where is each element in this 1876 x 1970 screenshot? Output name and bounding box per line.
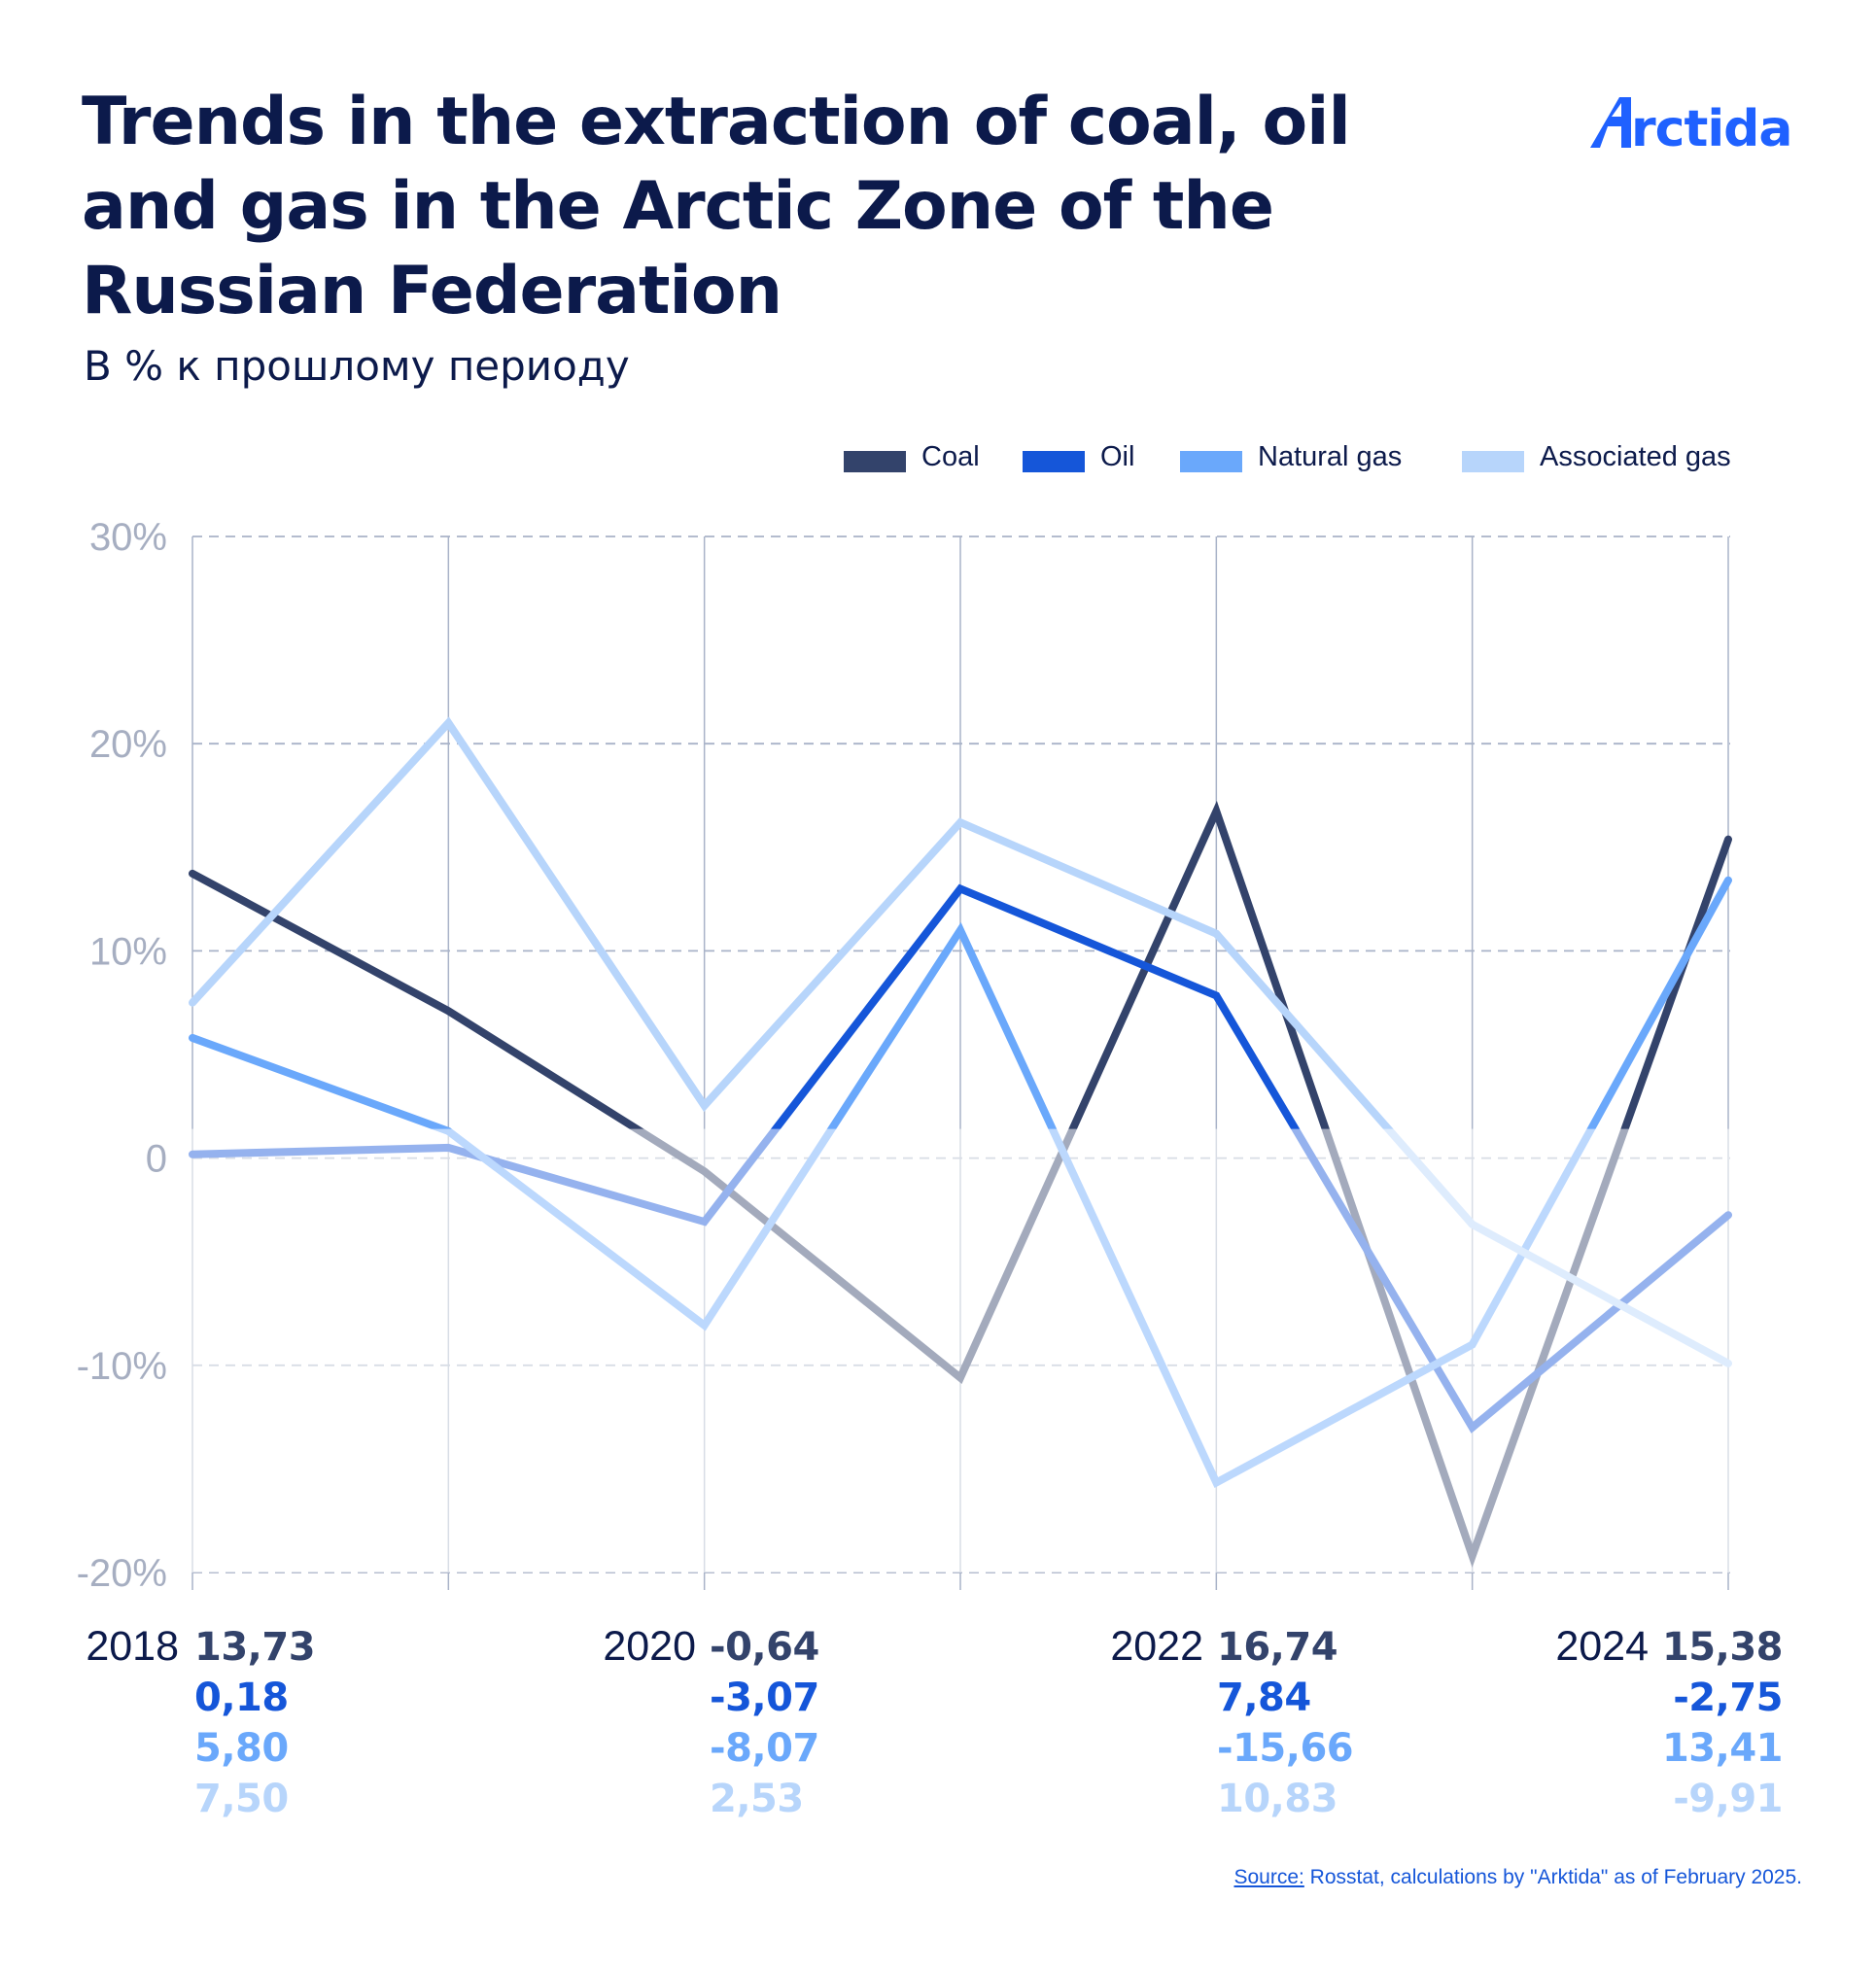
legend-swatch-associated-gas — [1462, 451, 1524, 472]
arctida-logo: rctida — [1590, 97, 1792, 154]
negative-region-fade — [185, 1128, 1740, 1573]
table-year-2024: 2024 — [1555, 1623, 1649, 1670]
table-value-2022-associated-gas: 10,83 — [1217, 1777, 1338, 1821]
y-tick-label: -20% — [77, 1552, 167, 1595]
table-value-2024-coal: 15,38 — [1661, 1625, 1784, 1670]
table-value-2020-natural-gas: -8,07 — [710, 1726, 819, 1771]
table-value-2024-oil: -2,75 — [1673, 1676, 1783, 1720]
legend-swatch-oil — [1023, 451, 1085, 472]
legend-label-natural-gas: Natural gas — [1258, 441, 1403, 472]
y-tick-label: 20% — [89, 723, 167, 766]
line-chart: 30% 20% 10% 0 -10% -20% — [77, 516, 1740, 1595]
y-tick-label: -10% — [77, 1345, 167, 1388]
source-label: Source: — [1233, 1866, 1304, 1888]
arctida-logo-wordmark: rctida — [1631, 100, 1791, 154]
y-tick-label: 30% — [89, 516, 167, 559]
table-value-2018-coal: 13,73 — [194, 1625, 316, 1670]
table-value-2018-natural-gas: 5,80 — [194, 1726, 289, 1771]
legend-label-associated-gas: Associated gas — [1540, 441, 1731, 472]
table-value-2020-associated-gas: 2,53 — [710, 1777, 804, 1821]
legend-label-oil: Oil — [1100, 441, 1135, 472]
legend-swatch-natural-gas — [1180, 451, 1242, 472]
table-value-2022-natural-gas: -15,66 — [1217, 1726, 1354, 1771]
table-value-2020-coal: -0,64 — [710, 1625, 819, 1670]
arctida-logo-mark — [1590, 97, 1631, 148]
table-value-2018-associated-gas: 7,50 — [194, 1777, 289, 1821]
table-year-2020: 2020 — [603, 1623, 696, 1670]
chart-title: Trends in the extraction of coal, oil an… — [82, 84, 1351, 329]
y-tick-label: 10% — [89, 930, 167, 973]
table-year-2018: 2018 — [86, 1623, 179, 1670]
table-value-2024-natural-gas: 13,41 — [1661, 1726, 1784, 1771]
source-text: Rosstat, calculations by "Arktida" as of… — [1303, 1866, 1802, 1888]
table-value-2018-oil: 0,18 — [194, 1676, 289, 1720]
table-value-2020-oil: -3,07 — [710, 1676, 819, 1720]
table-year-2022: 2022 — [1110, 1623, 1203, 1670]
legend-swatch-coal — [844, 451, 906, 472]
source-note: Source: Rosstat, calculations by "Arktid… — [1233, 1866, 1802, 1889]
table-value-2022-oil: 7,84 — [1217, 1676, 1311, 1720]
table-value-2024-associated-gas: -9,91 — [1673, 1777, 1783, 1821]
y-tick-label: 0 — [146, 1138, 167, 1181]
table-value-2022-coal: 16,74 — [1217, 1625, 1338, 1670]
legend-label-coal: Coal — [921, 441, 980, 472]
chart-subtitle: В % к прошлому периоду — [84, 342, 630, 390]
